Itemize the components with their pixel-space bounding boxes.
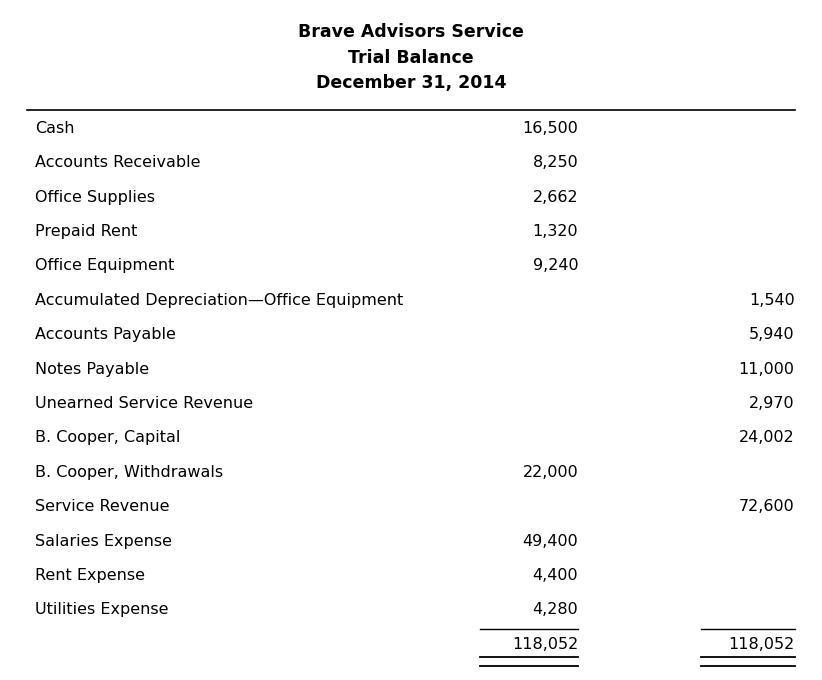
Text: December 31, 2014: December 31, 2014 [316, 74, 506, 92]
Text: 24,002: 24,002 [739, 430, 795, 445]
Text: Rent Expense: Rent Expense [35, 568, 145, 583]
Text: Unearned Service Revenue: Unearned Service Revenue [35, 396, 253, 411]
Text: 49,400: 49,400 [523, 534, 579, 549]
Text: Trial Balance: Trial Balance [349, 49, 473, 67]
Text: Salaries Expense: Salaries Expense [35, 534, 173, 549]
Text: Notes Payable: Notes Payable [35, 362, 150, 377]
Text: 5,940: 5,940 [749, 327, 795, 342]
Text: Brave Advisors Service: Brave Advisors Service [298, 23, 524, 41]
Text: 1,320: 1,320 [533, 224, 579, 239]
Text: 4,280: 4,280 [533, 602, 579, 617]
Text: Accumulated Depreciation—Office Equipment: Accumulated Depreciation—Office Equipmen… [35, 293, 404, 308]
Text: 1,540: 1,540 [749, 293, 795, 308]
Text: Accounts Payable: Accounts Payable [35, 327, 176, 342]
Text: Office Equipment: Office Equipment [35, 258, 175, 273]
Text: 16,500: 16,500 [523, 121, 579, 136]
Text: 22,000: 22,000 [523, 464, 579, 480]
Text: 2,662: 2,662 [533, 190, 579, 205]
Text: 118,052: 118,052 [512, 636, 579, 651]
Text: 72,600: 72,600 [739, 499, 795, 514]
Text: Cash: Cash [35, 121, 75, 136]
Text: Service Revenue: Service Revenue [35, 499, 170, 514]
Text: 11,000: 11,000 [739, 362, 795, 377]
Text: 9,240: 9,240 [533, 258, 579, 273]
Text: B. Cooper, Capital: B. Cooper, Capital [35, 430, 181, 445]
Text: 2,970: 2,970 [749, 396, 795, 411]
Text: 8,250: 8,250 [533, 155, 579, 170]
Text: Accounts Receivable: Accounts Receivable [35, 155, 201, 170]
Text: Utilities Expense: Utilities Expense [35, 602, 169, 617]
Text: Office Supplies: Office Supplies [35, 190, 155, 205]
Text: Prepaid Rent: Prepaid Rent [35, 224, 138, 239]
Text: 4,400: 4,400 [533, 568, 579, 583]
Text: 118,052: 118,052 [728, 636, 795, 651]
Text: B. Cooper, Withdrawals: B. Cooper, Withdrawals [35, 464, 224, 480]
